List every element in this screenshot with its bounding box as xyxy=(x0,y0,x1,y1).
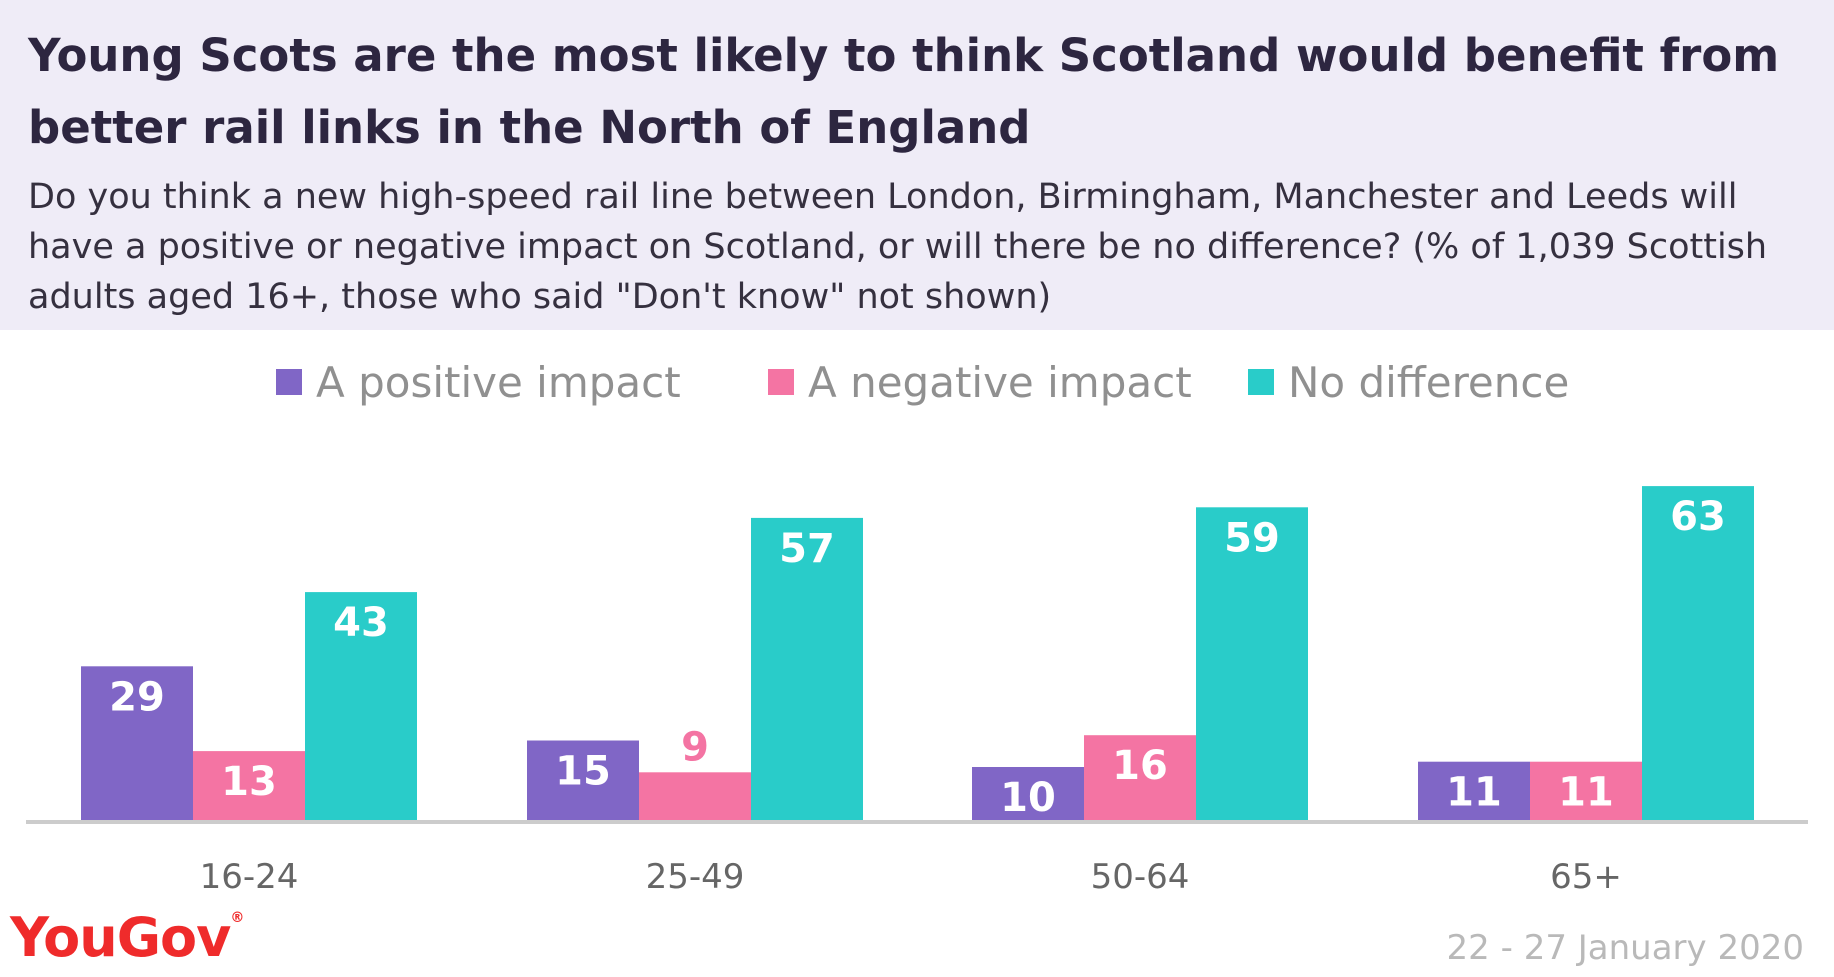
data-label-positive-25-49: 15 xyxy=(555,749,611,795)
data-label-no-difference-16-24: 43 xyxy=(333,600,389,646)
legend-label-positive: A positive impact xyxy=(316,357,681,407)
data-label-negative-16-24: 13 xyxy=(221,759,277,805)
x-tick-label-50-64: 50-64 xyxy=(1091,857,1190,897)
data-label-negative-50-64: 16 xyxy=(1112,743,1168,789)
legend-label-negative: A negative impact xyxy=(808,357,1192,407)
chart-subtitle: Do you think a new high-speed rail line … xyxy=(28,177,1768,317)
survey-date: 22 - 27 January 2020 xyxy=(1446,928,1804,968)
legend-item-positive: A positive impact xyxy=(276,352,681,412)
data-label-no-difference-50-64: 59 xyxy=(1224,515,1280,561)
bar-no-difference-16-24 xyxy=(305,592,417,820)
legend-item-negative: A negative impact xyxy=(768,352,1192,412)
logo-text: YouGov xyxy=(10,906,231,969)
chart-title: Young Scots are the most likely to think… xyxy=(28,29,1780,154)
x-tick-label-65+: 65+ xyxy=(1550,857,1622,897)
bar-negative-16-24 xyxy=(193,751,305,820)
data-label-positive-50-64: 10 xyxy=(1000,775,1056,821)
legend-swatch-positive xyxy=(276,369,302,395)
yougov-logo: YouGov® xyxy=(10,906,244,969)
bar-negative-25-49 xyxy=(639,772,751,820)
bar-no-difference-50-64 xyxy=(1196,507,1308,820)
x-tick-label-16-24: 16-24 xyxy=(200,857,299,897)
x-tick-label-25-49: 25-49 xyxy=(646,857,745,897)
bar-no-difference-65+ xyxy=(1642,486,1754,820)
bar-negative-50-64 xyxy=(1084,735,1196,820)
bar-positive-16-24 xyxy=(81,666,193,820)
bar-negative-65+ xyxy=(1530,761,1642,820)
bar-chart: 29 13 43 16-24 15 9 57 25-49 10 16 59 50-64 11 11 63 65… xyxy=(26,486,1808,897)
data-label-no-difference-65+: 63 xyxy=(1670,494,1726,540)
legend-item-no-difference: No difference xyxy=(1248,352,1569,412)
bar-positive-50-64 xyxy=(972,767,1084,820)
data-label-no-difference-25-49: 57 xyxy=(779,526,835,572)
data-label-positive-65+: 11 xyxy=(1446,770,1502,816)
bar-positive-65+ xyxy=(1418,761,1530,820)
legend-swatch-no-difference xyxy=(1248,369,1274,395)
data-label-positive-16-24: 29 xyxy=(109,674,165,720)
logo-registered-mark: ® xyxy=(230,910,244,926)
legend: A positive impact A negative impact No d… xyxy=(0,352,1834,412)
bar-no-difference-25-49 xyxy=(751,517,863,820)
legend-swatch-negative xyxy=(768,369,794,395)
data-label-negative-25-49: 9 xyxy=(681,724,709,770)
bar-positive-25-49 xyxy=(527,740,639,820)
legend-label-no-difference: No difference xyxy=(1288,357,1570,407)
data-label-negative-65+: 11 xyxy=(1558,770,1614,816)
header-panel: Young Scots are the most likely to think… xyxy=(0,0,1834,330)
